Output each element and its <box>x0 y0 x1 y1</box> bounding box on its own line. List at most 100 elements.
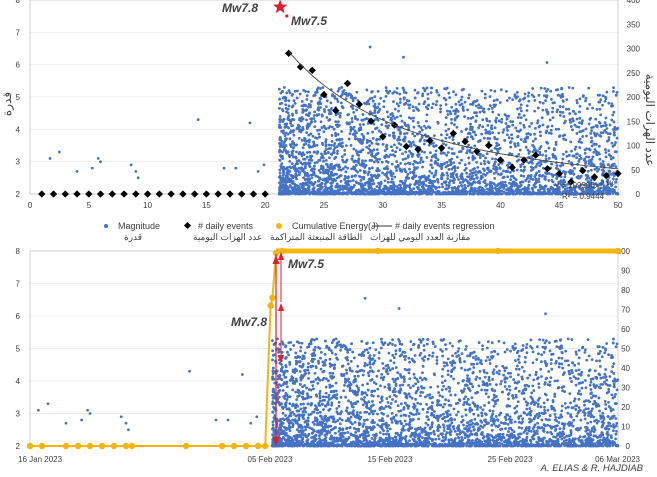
magnitude-point <box>585 358 589 362</box>
magnitude-point <box>282 177 286 181</box>
magnitude-point <box>537 177 541 181</box>
magnitude-point <box>330 133 334 137</box>
magnitude-point <box>612 190 616 194</box>
magnitude-point <box>471 158 475 162</box>
magnitude-point <box>612 362 616 366</box>
magnitude-point <box>344 97 348 101</box>
magnitude-point <box>466 116 470 120</box>
magnitude-point <box>481 118 485 122</box>
magnitude-point <box>494 170 498 174</box>
magnitude-point <box>431 182 435 186</box>
magnitude-point <box>509 190 513 193</box>
magnitude-point <box>602 186 605 190</box>
magnitude-point <box>419 126 423 129</box>
magnitude-point <box>500 172 503 176</box>
magnitude-point <box>305 131 309 135</box>
magnitude-point <box>502 128 506 132</box>
magnitude-point <box>519 103 523 107</box>
magnitude-point <box>421 165 424 169</box>
magnitude-point <box>338 138 341 142</box>
magnitude-point <box>295 89 299 93</box>
magnitude-point <box>408 106 411 110</box>
magnitude-point <box>276 385 280 389</box>
magnitude-point <box>482 159 486 163</box>
bottom-y-tick-label: 8 <box>16 247 21 256</box>
magnitude-point <box>579 381 582 385</box>
magnitude-point <box>296 123 300 127</box>
magnitude-point <box>551 116 555 119</box>
magnitude-point <box>448 96 452 100</box>
magnitude-point <box>344 180 348 183</box>
magnitude-point <box>340 105 344 109</box>
magnitude-point <box>497 131 501 135</box>
magnitude-point <box>360 139 364 143</box>
magnitude-point <box>587 155 591 159</box>
magnitude-point <box>518 121 522 125</box>
magnitude-point <box>350 157 354 161</box>
magnitude-point <box>590 144 594 148</box>
magnitude-point <box>404 157 407 161</box>
magnitude-point <box>483 404 486 407</box>
magnitude-point <box>322 156 325 160</box>
magnitude-point <box>475 176 479 179</box>
magnitude-point <box>579 183 583 187</box>
magnitude-point <box>370 111 374 115</box>
magnitude-point <box>360 175 364 179</box>
magnitude-point <box>519 174 523 178</box>
magnitude-point <box>481 154 485 158</box>
daily-events-point <box>132 190 140 198</box>
magnitude-point <box>565 98 569 102</box>
magnitude-point <box>382 105 386 109</box>
magnitude-point <box>312 114 316 117</box>
magnitude-point <box>353 191 357 195</box>
magnitude-point <box>368 45 372 49</box>
magnitude-point <box>475 111 478 115</box>
magnitude-point <box>533 98 537 102</box>
magnitude-point <box>523 92 527 96</box>
magnitude-point <box>286 180 289 184</box>
magnitude-point <box>604 116 608 120</box>
magnitude-point <box>472 178 476 181</box>
magnitude-point <box>334 134 338 138</box>
magnitude-point <box>599 349 602 353</box>
magnitude-point <box>452 90 455 94</box>
magnitude-point <box>318 176 321 180</box>
magnitude-point <box>356 374 360 378</box>
bottom-y2-tick-label: 50 <box>621 345 630 354</box>
magnitude-point <box>488 188 491 192</box>
magnitude-point <box>366 388 370 392</box>
magnitude-point <box>436 120 440 124</box>
magnitude-point <box>309 181 313 184</box>
magnitude-point <box>439 107 442 111</box>
magnitude-point <box>313 345 317 349</box>
magnitude-point <box>558 134 562 138</box>
magnitude-point <box>523 165 526 169</box>
magnitude-point <box>445 133 449 137</box>
magnitude-point <box>329 163 332 167</box>
magnitude-point <box>286 107 290 111</box>
magnitude-point <box>535 162 539 166</box>
magnitude-point <box>601 160 605 163</box>
magnitude-point <box>324 127 328 131</box>
bottom-y-tick-label: 5 <box>16 345 21 354</box>
magnitude-point <box>363 101 366 105</box>
magnitude-point <box>466 135 469 139</box>
magnitude-point <box>603 351 607 355</box>
magnitude-point <box>495 152 498 156</box>
magnitude-point <box>336 149 339 153</box>
magnitude-point <box>428 179 432 182</box>
magnitude-point <box>315 143 319 147</box>
magnitude-point <box>575 132 579 135</box>
magnitude-point <box>532 183 536 187</box>
magnitude-point <box>505 376 509 380</box>
magnitude-point <box>490 423 494 427</box>
magnitude-point <box>278 106 281 110</box>
magnitude-point <box>417 124 421 128</box>
legend-energy-label: Cumulative Energy(J) <box>292 221 379 231</box>
magnitude-point <box>342 89 346 92</box>
magnitude-point <box>558 164 562 168</box>
magnitude-point <box>248 121 252 125</box>
magnitude-point <box>457 178 461 181</box>
